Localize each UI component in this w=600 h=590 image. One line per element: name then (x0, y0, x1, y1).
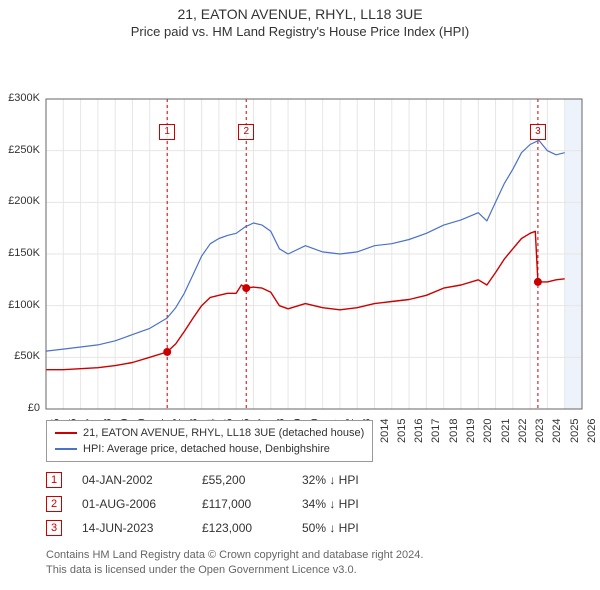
sales-table-marker: 1 (46, 472, 62, 488)
sales-table-marker: 3 (46, 520, 62, 536)
x-axis-label: 2019 (465, 419, 477, 443)
sale-marker-2: 2 (238, 124, 254, 140)
title-block: 21, EATON AVENUE, RHYL, LL18 3UE Price p… (0, 0, 600, 39)
sale-hpi-diff: 34% ↓ HPI (302, 497, 422, 511)
sales-table-marker: 2 (46, 496, 62, 512)
sale-date: 01-AUG-2006 (82, 497, 202, 511)
sales-table-row: 3 14-JUN-2023£123,00050% ↓ HPI (46, 516, 422, 540)
sales-table: 1 04-JAN-2002£55,20032% ↓ HPI 2 01-AUG-2006… (46, 468, 422, 540)
chart-title: 21, EATON AVENUE, RHYL, LL18 3UE (0, 6, 600, 22)
sale-date: 04-JAN-2002 (82, 473, 202, 487)
x-axis-label: 2023 (534, 419, 546, 443)
y-axis-label: £200K (0, 195, 40, 207)
sale-marker-1: 1 (159, 124, 175, 140)
x-axis-label: 2021 (500, 419, 512, 443)
y-axis-label: £150K (0, 247, 40, 259)
sale-price: £117,000 (202, 497, 302, 511)
sale-hpi-diff: 50% ↓ HPI (302, 521, 422, 535)
x-axis-label: 2014 (379, 419, 391, 443)
sales-table-row: 1 04-JAN-2002£55,20032% ↓ HPI (46, 468, 422, 492)
legend-label: 21, EATON AVENUE, RHYL, LL18 3UE (detach… (83, 427, 364, 439)
x-axis-label: 2018 (448, 419, 460, 443)
x-axis-label: 2015 (396, 419, 408, 443)
x-axis-label: 2017 (430, 419, 442, 443)
sale-date: 14-JUN-2023 (82, 521, 202, 535)
footer-line-2: This data is licensed under the Open Gov… (46, 563, 423, 578)
legend-label: HPI: Average price, detached house, Denb… (83, 443, 330, 455)
sale-marker-3: 3 (530, 124, 546, 140)
sale-price: £123,000 (202, 521, 302, 535)
sale-price: £55,200 (202, 473, 302, 487)
legend-swatch (55, 432, 77, 434)
x-axis-label: 2016 (413, 419, 425, 443)
legend-item: 21, EATON AVENUE, RHYL, LL18 3UE (detach… (55, 425, 364, 441)
footer-attribution: Contains HM Land Registry data © Crown c… (46, 548, 423, 578)
x-axis-label: 2024 (551, 419, 563, 443)
x-axis-label: 2022 (517, 419, 529, 443)
y-axis-label: £300K (0, 92, 40, 104)
footer-line-1: Contains HM Land Registry data © Crown c… (46, 548, 423, 563)
y-axis-label: £250K (0, 144, 40, 156)
sale-hpi-diff: 32% ↓ HPI (302, 473, 422, 487)
sales-table-row: 2 01-AUG-2006£117,00034% ↓ HPI (46, 492, 422, 516)
legend-item: HPI: Average price, detached house, Denb… (55, 441, 364, 457)
legend: 21, EATON AVENUE, RHYL, LL18 3UE (detach… (46, 420, 373, 462)
x-axis-label: 2020 (482, 419, 494, 443)
y-axis-label: £50K (0, 350, 40, 362)
y-axis-label: £0 (0, 402, 40, 414)
chart-subtitle: Price paid vs. HM Land Registry's House … (0, 24, 600, 39)
legend-swatch (55, 448, 77, 450)
x-axis-label: 2026 (586, 419, 598, 443)
x-axis-label: 2025 (569, 419, 581, 443)
y-axis-label: £100K (0, 299, 40, 311)
